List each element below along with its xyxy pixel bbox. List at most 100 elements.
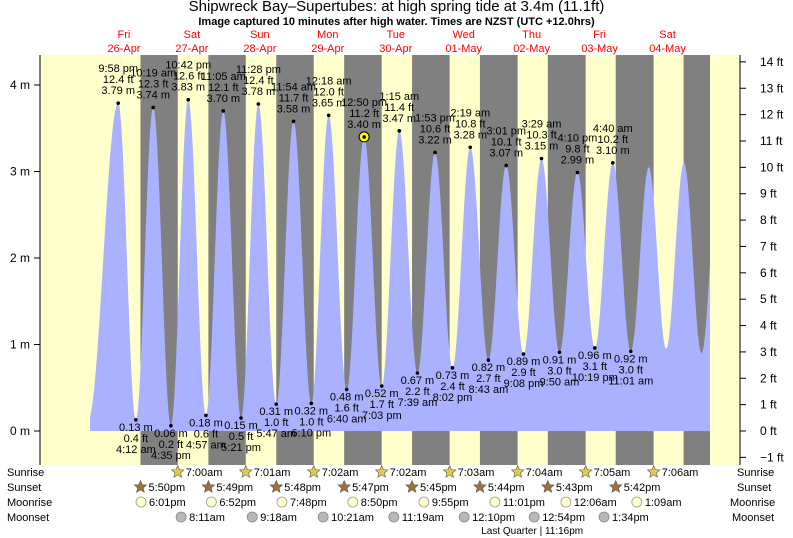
tide-feet-label: 10.8 ft <box>455 118 486 130</box>
tide-feet-label: 1.7 ft <box>370 399 394 411</box>
tide-metres-label: 3.83 m <box>171 82 205 94</box>
tide-metres-label: 0.52 m <box>365 388 399 400</box>
tide-time-label: 9:50 am <box>540 376 580 388</box>
day-date-label: 29-Apr <box>311 43 344 55</box>
left-axis-tick-label: 0 m <box>10 424 30 438</box>
sunrise-label-right: Sunrise <box>737 467 775 479</box>
day-name-label: Fri <box>118 29 131 41</box>
right-axis-tick-label: 3 ft <box>760 345 777 359</box>
right-axis-tick-label: 11 ft <box>760 134 783 148</box>
tide-point <box>326 113 331 118</box>
tide-metres-label: 3.15 m <box>525 141 559 153</box>
sunset-icon <box>337 479 352 493</box>
day-date-label: 30-Apr <box>379 43 412 55</box>
tide-time-label: 12:18 am <box>306 75 352 87</box>
tide-point <box>344 387 349 392</box>
tide-feet-label: 10.3 ft <box>526 130 557 142</box>
tide-point <box>362 135 366 139</box>
tide-metres-label: 0.31 m <box>259 406 293 418</box>
tide-feet-label: 12.0 ft <box>313 86 344 98</box>
moonset-time-label: 12:54pm <box>542 512 585 524</box>
sunrise-time-label: 7:02am <box>390 467 427 479</box>
day-date-label: 03-May <box>581 43 618 55</box>
sunset-time-label: 5:43pm <box>556 482 593 494</box>
sunset-icon <box>540 479 555 493</box>
sunset-icon <box>405 479 419 493</box>
sunset-time-label: 5:42pm <box>624 482 661 494</box>
tide-feet-label: 11.7 ft <box>279 92 309 104</box>
tide-time-label: 1:53 pm <box>415 112 455 124</box>
tide-feet-label: 12.1 ft <box>208 82 239 94</box>
moonset-time-label: 1:34pm <box>612 512 649 524</box>
sunrise-icon <box>442 464 457 478</box>
right-axis-tick-label: 4 ft <box>760 319 777 333</box>
tide-metres-label: 3.78 m <box>242 86 276 98</box>
tide-metres-label: 0.48 m <box>330 391 364 403</box>
tide-time-label: 7:39 am <box>398 397 438 409</box>
tide-time-label: 11:05 am <box>201 71 246 83</box>
tide-metres-label: 0.13 m <box>119 422 153 434</box>
right-axis-tick-label: 10 ft <box>760 160 784 174</box>
moonrise-icon <box>347 496 359 508</box>
tide-feet-label: 11.2 ft <box>349 108 379 120</box>
tide-point <box>379 384 384 388</box>
sunrise-icon <box>238 464 253 478</box>
right-axis-tick-label: 13 ft <box>760 81 784 95</box>
tide-feet-label: 2.7 ft <box>476 373 500 385</box>
sunset-time-label: 5:47pm <box>352 482 389 494</box>
left-axis-tick-label: 3 m <box>10 165 30 179</box>
tide-time-label: 11:28 pm <box>236 64 281 76</box>
tide-feet-label: 12.4 ft <box>243 75 274 87</box>
tide-metres-label: 0.91 m <box>543 354 577 366</box>
tide-time-label: 5:21 pm <box>221 442 261 454</box>
tide-point <box>504 163 509 168</box>
moonrise-time-label: 11:01pm <box>503 497 545 509</box>
tide-point <box>486 358 491 362</box>
tide-feet-label: 3.1 ft <box>583 361 607 373</box>
tide-time-label: 8:43 am <box>469 384 509 396</box>
tide-point <box>433 150 437 155</box>
tide-point <box>575 170 580 175</box>
right-axis-tick-label: 2 ft <box>760 371 777 385</box>
tide-point <box>116 101 121 105</box>
moonset-icon <box>246 511 258 523</box>
day-date-label: 01-May <box>445 43 482 55</box>
right-axis-tick-label: 6 ft <box>760 266 777 280</box>
sunset-time-label: 5:45pm <box>420 482 457 494</box>
left-axis-tick-label: 2 m <box>10 251 30 265</box>
moonset-icon <box>598 511 610 523</box>
tide-time-label: 11:01 am <box>608 375 653 387</box>
right-axis-tick-label: 12 ft <box>760 108 784 122</box>
tide-point <box>309 401 314 406</box>
moonset-time-label: 8:11am <box>189 512 225 524</box>
day-name-label: Tue <box>386 29 405 41</box>
moonrise-time-label: 1:09am <box>645 497 682 509</box>
tide-metres-label: 0.06 m <box>154 428 188 440</box>
moonrise-icon <box>205 496 217 508</box>
left-panel-bg <box>40 55 90 465</box>
tide-time-label: 2:19 am <box>450 107 490 119</box>
tide-metres-label: 0.73 m <box>436 370 470 382</box>
tide-feet-label: 10.1 ft <box>491 136 522 148</box>
sunset-time-label: 5:50pm <box>148 482 185 494</box>
sunrise-time-label: 7:00am <box>186 467 223 479</box>
moonrise-label-right: Moonrise <box>730 497 776 509</box>
tide-metres-label: 0.89 m <box>507 356 541 368</box>
moonrise-time-label: 6:52pm <box>219 497 256 509</box>
tide-time-label: 12:50 pm <box>341 97 387 109</box>
tide-time-label: 4:57 am <box>186 439 226 451</box>
day-date-label: 04-May <box>649 43 686 55</box>
tide-time-label: 6:10 pm <box>291 427 331 439</box>
tide-metres-label: 3.07 m <box>489 147 523 159</box>
day-name-label: Mon <box>317 29 338 41</box>
moonrise-icon <box>489 496 501 508</box>
tide-feet-label: 12.3 ft <box>138 78 169 90</box>
day-date-label: 27-Apr <box>175 43 208 55</box>
tide-point <box>611 161 615 165</box>
tide-feet-label: 3.0 ft <box>547 365 571 377</box>
tide-feet-label: 0.5 ft <box>229 431 253 443</box>
sunrise-icon <box>306 464 321 478</box>
sunrise-time-label: 7:01am <box>254 467 291 479</box>
day-name-label: Fri <box>593 29 606 41</box>
